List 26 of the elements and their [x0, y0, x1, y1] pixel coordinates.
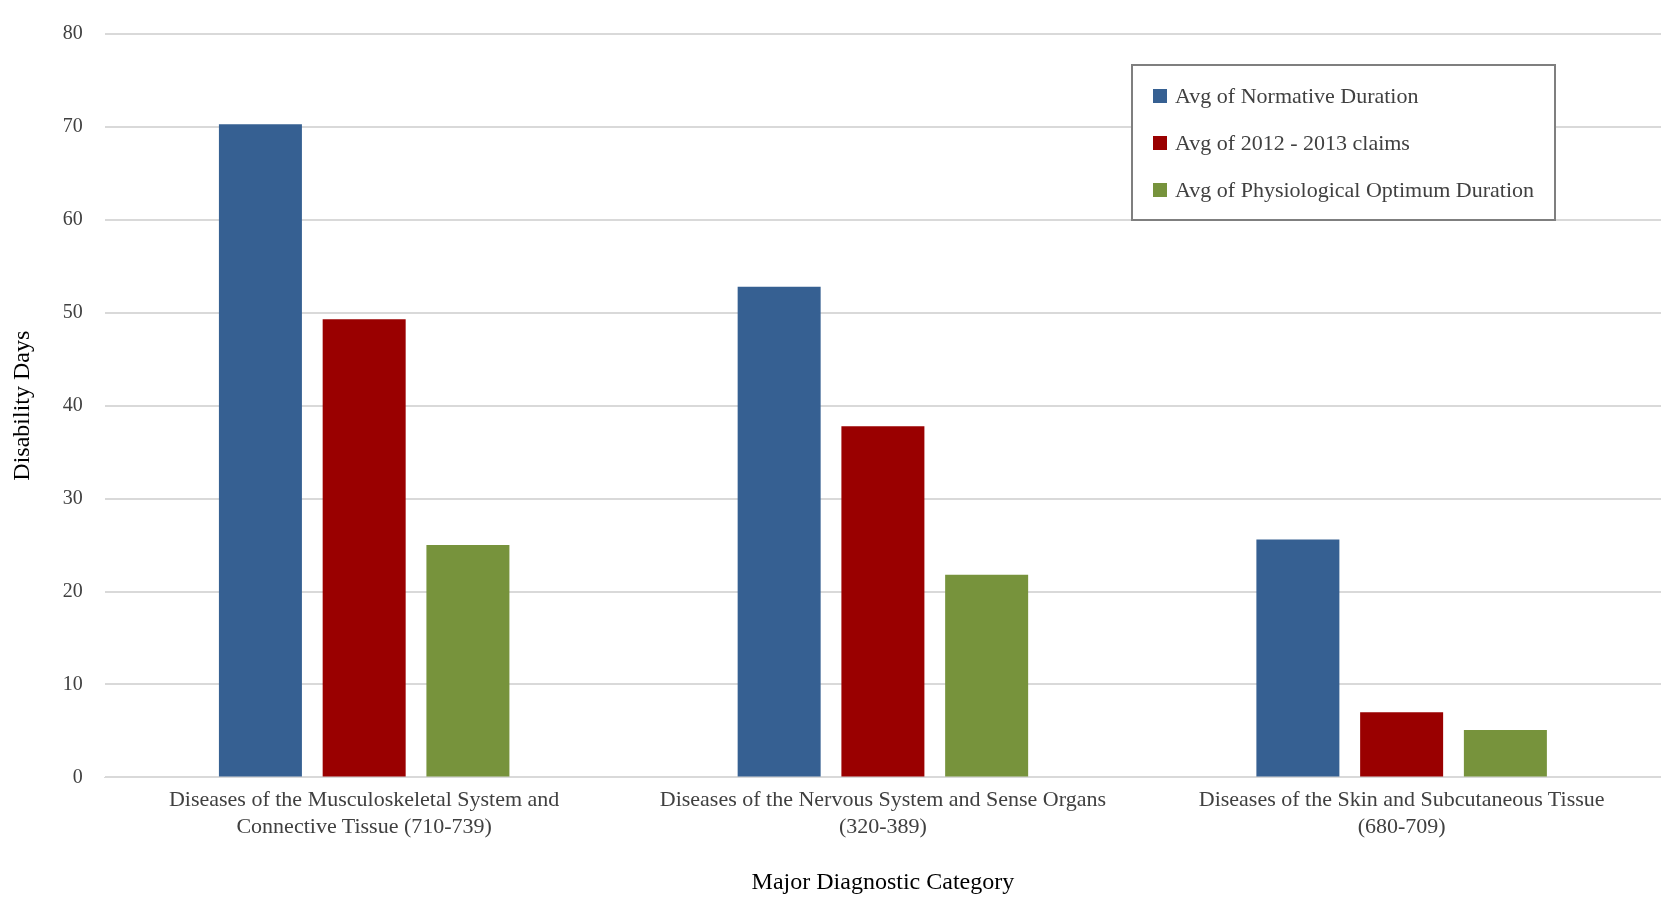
y-tick-label: 30	[62, 485, 83, 508]
y-tick-label: 40	[62, 392, 83, 415]
x-tick-label: Diseases of the Skin and Subcutaneous Tissue (680-709)	[1198, 786, 1605, 838]
x-axis-title: Major Diagnostic Category	[751, 867, 1015, 894]
legend-label: Avg of 2012 - 2013 claims	[1175, 129, 1410, 156]
bar	[1256, 539, 1340, 777]
legend-label: Avg of Normative Duration	[1175, 82, 1419, 109]
y-axis-title: Disability Days	[7, 330, 34, 481]
bar	[841, 426, 925, 777]
bar	[737, 286, 821, 777]
bar	[322, 319, 406, 777]
bar	[218, 124, 302, 777]
y-tick-label: 0	[72, 764, 83, 787]
x-tick-label: Diseases of the Nervous System and Sense Organs (320-389)	[659, 786, 1107, 838]
y-tick-label: 50	[62, 300, 83, 323]
y-tick-label: 10	[62, 671, 83, 694]
bar	[1463, 730, 1547, 777]
legend-label: Avg of Physiological Optimum Duration	[1175, 176, 1534, 203]
y-tick-label: 80	[62, 21, 83, 44]
bar	[1360, 712, 1444, 777]
bar	[426, 545, 510, 777]
y-tick-label: 60	[62, 207, 83, 230]
bar	[945, 574, 1029, 777]
y-tick-label: 20	[62, 578, 83, 601]
y-tick-label: 70	[62, 114, 83, 137]
x-tick-label: Diseases of the Musculoskeletal System and Connective Tissue (710-739)	[168, 786, 560, 838]
